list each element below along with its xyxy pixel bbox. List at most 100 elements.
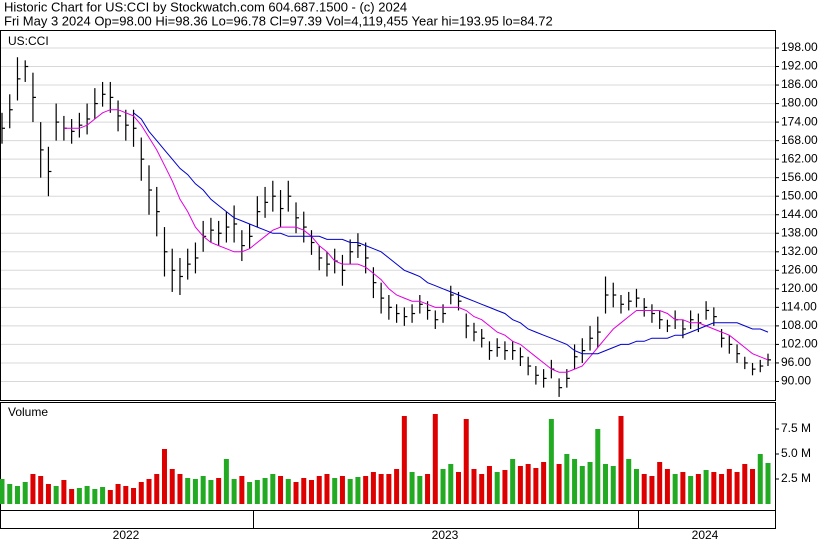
volume-bar xyxy=(765,463,771,504)
volume-bar xyxy=(69,489,75,504)
volume-bar xyxy=(672,474,678,504)
y-tick-label: 108.00 xyxy=(781,318,818,332)
y-tick-label: 198.00 xyxy=(781,40,818,54)
volume-bar xyxy=(719,474,725,504)
volume-bar xyxy=(239,476,245,504)
volume-bar xyxy=(525,464,531,504)
volume-bar xyxy=(587,462,593,504)
volume-bar xyxy=(22,482,28,504)
volume-bar xyxy=(425,474,431,504)
volume-bar xyxy=(502,470,508,504)
volume-bar xyxy=(595,429,601,504)
volume-bar xyxy=(386,474,392,504)
volume-bar xyxy=(432,414,438,504)
volume-bar xyxy=(76,488,82,504)
y-tick-label: 132.00 xyxy=(781,244,818,258)
volume-bar xyxy=(734,472,740,504)
y-tick-label: 162.00 xyxy=(781,151,818,165)
moving-average xyxy=(63,109,769,373)
volume-bar xyxy=(146,479,152,504)
volume-bar xyxy=(270,474,276,504)
volume-bar xyxy=(247,482,253,504)
volume-bar xyxy=(370,472,376,504)
volume-bar xyxy=(417,476,423,504)
volume-bar xyxy=(363,476,369,504)
price-panel xyxy=(0,30,776,401)
volume-bar xyxy=(301,478,307,504)
quote-line: Fri May 3 2024 Op=98.00 Hi=98.36 Lo=96.7… xyxy=(4,13,553,28)
volume-bar xyxy=(293,482,299,504)
volume-bar xyxy=(355,477,361,504)
volume-bar xyxy=(200,476,206,504)
volume-bar xyxy=(409,472,415,504)
volume-bar xyxy=(664,469,670,504)
volume-bar xyxy=(657,462,663,504)
volume-bar xyxy=(185,478,191,504)
volume-bar xyxy=(680,472,686,504)
volume-bar xyxy=(161,449,167,504)
volume-bar xyxy=(517,466,523,504)
volume-bar xyxy=(726,469,732,504)
volume-bar xyxy=(262,478,268,504)
volume-bar xyxy=(757,454,763,504)
volume-bar xyxy=(463,419,469,504)
volume-bar xyxy=(216,478,222,504)
volume-title: Volume xyxy=(8,405,48,419)
y-tick-label: 192.00 xyxy=(781,59,818,73)
volume-bar xyxy=(742,464,748,504)
volume-bar xyxy=(394,469,400,504)
volume-bar xyxy=(285,479,291,504)
volume-bar xyxy=(533,468,539,504)
y-tick-label: 150.00 xyxy=(781,188,818,202)
volume-bar xyxy=(750,469,756,504)
volume-bar xyxy=(208,480,214,504)
y-tick-label: 168.00 xyxy=(781,133,818,147)
moving-average xyxy=(133,112,769,355)
volume-bar xyxy=(45,484,51,504)
volume-bar xyxy=(711,472,717,504)
volume-bar xyxy=(0,479,5,504)
volume-bar xyxy=(471,469,477,504)
volume-bar xyxy=(641,474,647,504)
symbol-label: US:CCI xyxy=(8,34,49,48)
year-label: 2022 xyxy=(113,528,140,542)
volume-bar xyxy=(603,464,609,504)
volume-bar xyxy=(278,476,284,504)
y-tick-label: 126.00 xyxy=(781,262,818,276)
volume-bar xyxy=(332,478,338,504)
volume-bar xyxy=(688,476,694,504)
y-tick-label: 96.00 xyxy=(781,355,811,369)
y-tick-label: 114.00 xyxy=(781,300,817,314)
y-tick-label: 144.00 xyxy=(781,207,818,221)
volume-bar xyxy=(548,419,554,504)
volume-bar xyxy=(626,459,632,504)
volume-bar xyxy=(703,470,709,504)
volume-bar xyxy=(138,482,144,504)
date-panel xyxy=(0,510,776,529)
volume-bar xyxy=(7,484,13,504)
volume-bar xyxy=(610,466,616,504)
year-label: 2023 xyxy=(432,528,459,542)
volume-bar xyxy=(456,472,462,504)
volume-bar xyxy=(695,474,701,504)
y-tick-label: 138.00 xyxy=(781,225,818,239)
volume-bar xyxy=(324,474,330,504)
volume-bar xyxy=(169,469,175,504)
volume-bar xyxy=(556,464,562,504)
volume-bar xyxy=(115,484,121,504)
volume-bar xyxy=(254,480,260,504)
volume-bar xyxy=(579,466,585,504)
volume-bar xyxy=(494,472,500,504)
volume-bar xyxy=(223,459,229,504)
volume-bar xyxy=(440,469,446,504)
volume-bar xyxy=(448,464,454,504)
volume-bar xyxy=(100,487,106,504)
y-tick-label: 180.00 xyxy=(781,96,818,110)
volume-bar xyxy=(479,474,485,504)
volume-bar xyxy=(347,479,353,504)
volume-bar xyxy=(649,476,655,504)
y-tick-label: 174.00 xyxy=(781,114,818,128)
y-tick-label: 5.0 M xyxy=(781,446,811,460)
volume-bar xyxy=(486,466,492,504)
